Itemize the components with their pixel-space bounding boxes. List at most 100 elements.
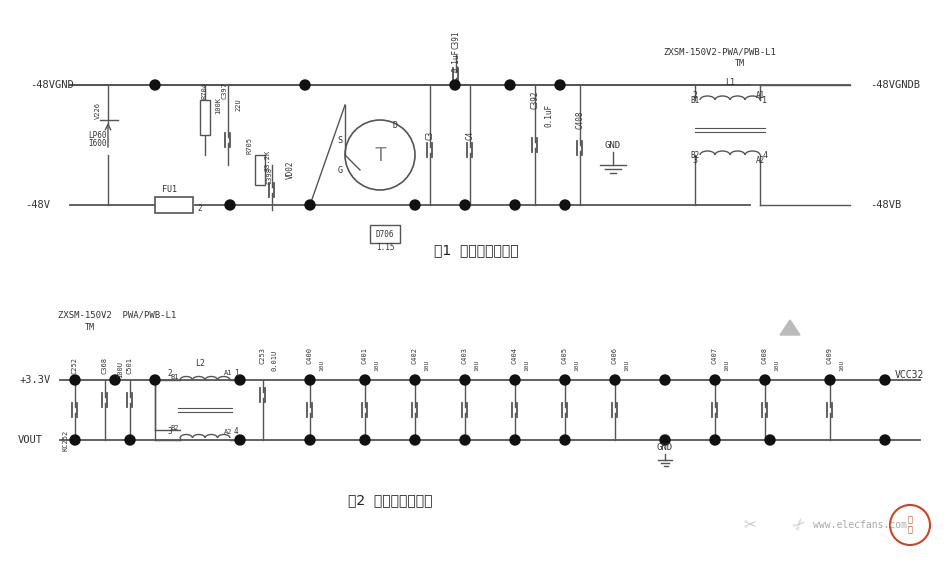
Text: C398: C398 [267,166,272,183]
Circle shape [125,435,135,445]
Text: C406: C406 [611,346,617,364]
Circle shape [764,435,774,445]
Text: C404: C404 [511,346,518,364]
Text: 0.1uF: 0.1uF [545,103,553,126]
Circle shape [560,375,569,385]
Text: FU1: FU1 [162,184,177,193]
Circle shape [509,200,520,210]
Text: C252: C252 [72,356,78,373]
Text: C392: C392 [530,91,539,109]
Text: 100U: 100U [117,362,123,378]
Text: VD02: VD02 [286,161,294,179]
Text: C397: C397 [222,82,228,99]
Text: A1: A1 [224,370,232,376]
Circle shape [505,80,514,90]
Circle shape [460,435,469,445]
Circle shape [560,200,569,210]
Text: C405: C405 [562,346,567,364]
Text: 图2  原输出滤波电路: 图2 原输出滤波电路 [347,493,432,507]
Text: 3: 3 [692,156,697,165]
Text: L2: L2 [195,359,205,368]
Text: -48VGNDB: -48VGNDB [869,80,919,90]
Text: 10U: 10U [774,359,779,371]
Text: 10U: 10U [724,359,728,371]
Text: 10U: 10U [839,359,843,371]
Text: 10U: 10U [474,359,479,371]
Circle shape [879,375,889,385]
Circle shape [509,375,520,385]
Text: 22U: 22U [235,99,241,111]
Text: C501: C501 [127,356,133,373]
Circle shape [560,435,569,445]
Text: 1: 1 [762,95,766,104]
Text: B2: B2 [689,151,699,160]
Circle shape [300,80,309,90]
Circle shape [409,200,420,210]
Text: 0.1uF: 0.1uF [451,49,460,72]
Text: C400: C400 [307,346,312,364]
Text: -48V: -48V [25,200,50,210]
Circle shape [360,375,369,385]
Text: C3: C3 [425,130,434,140]
Text: 10U: 10U [574,359,579,371]
Text: 10U: 10U [524,359,529,371]
Text: ZXSM-150V2  PWA/PWB-L1: ZXSM-150V2 PWA/PWB-L1 [58,311,176,319]
Text: 33.2K: 33.2K [265,149,270,171]
Text: C368: C368 [102,356,108,373]
Text: -48VGND: -48VGND [30,80,73,90]
Text: R704: R704 [202,82,208,99]
Circle shape [660,435,669,445]
Text: 电
子: 电 子 [906,515,912,535]
Text: B1: B1 [689,95,699,104]
Text: 10U: 10U [374,359,379,371]
Text: 2: 2 [197,204,202,213]
Circle shape [824,375,834,385]
Text: B1: B1 [170,374,179,380]
Text: C401: C401 [362,346,367,364]
Circle shape [149,375,160,385]
Text: B2: B2 [170,425,179,431]
Text: S: S [337,135,342,144]
Text: C409: C409 [826,346,832,364]
Text: 3: 3 [168,428,172,437]
Text: KC252: KC252 [62,429,68,451]
Text: GND: GND [605,140,621,149]
Circle shape [879,435,889,445]
Text: -48VB: -48VB [869,200,901,210]
Text: ✂: ✂ [743,515,756,535]
Text: 2: 2 [692,90,697,99]
Text: C408: C408 [575,111,584,129]
Circle shape [69,375,80,385]
Circle shape [305,375,315,385]
Text: 4: 4 [762,151,766,160]
Text: TM: TM [734,59,744,68]
Circle shape [360,435,369,445]
Text: 1.15: 1.15 [375,243,394,252]
Text: +3.3V: +3.3V [20,375,51,385]
Circle shape [305,200,315,210]
Text: C4: C4 [465,130,474,140]
Circle shape [609,375,620,385]
Bar [155,197,193,213]
Text: D: D [392,121,397,130]
Text: V226: V226 [95,102,101,118]
Text: www.elecfans.com: www.elecfans.com [812,520,906,530]
Text: 1: 1 [233,368,238,377]
Text: C253: C253 [260,346,266,364]
Circle shape [709,375,720,385]
Text: I600: I600 [89,139,108,148]
Circle shape [69,435,80,445]
Text: VOUT: VOUT [18,435,43,445]
Bar [255,155,265,185]
Circle shape [409,435,420,445]
Circle shape [509,435,520,445]
Text: ZXSM-150V2-PWA/PWB-L1: ZXSM-150V2-PWA/PWB-L1 [663,47,776,56]
Polygon shape [779,320,799,335]
Text: 10U: 10U [624,359,629,371]
Text: 10U: 10U [319,359,325,371]
Circle shape [709,435,720,445]
Text: C402: C402 [411,346,418,364]
Text: C391: C391 [451,31,460,49]
Circle shape [305,435,315,445]
Text: VCC32: VCC32 [894,370,923,380]
